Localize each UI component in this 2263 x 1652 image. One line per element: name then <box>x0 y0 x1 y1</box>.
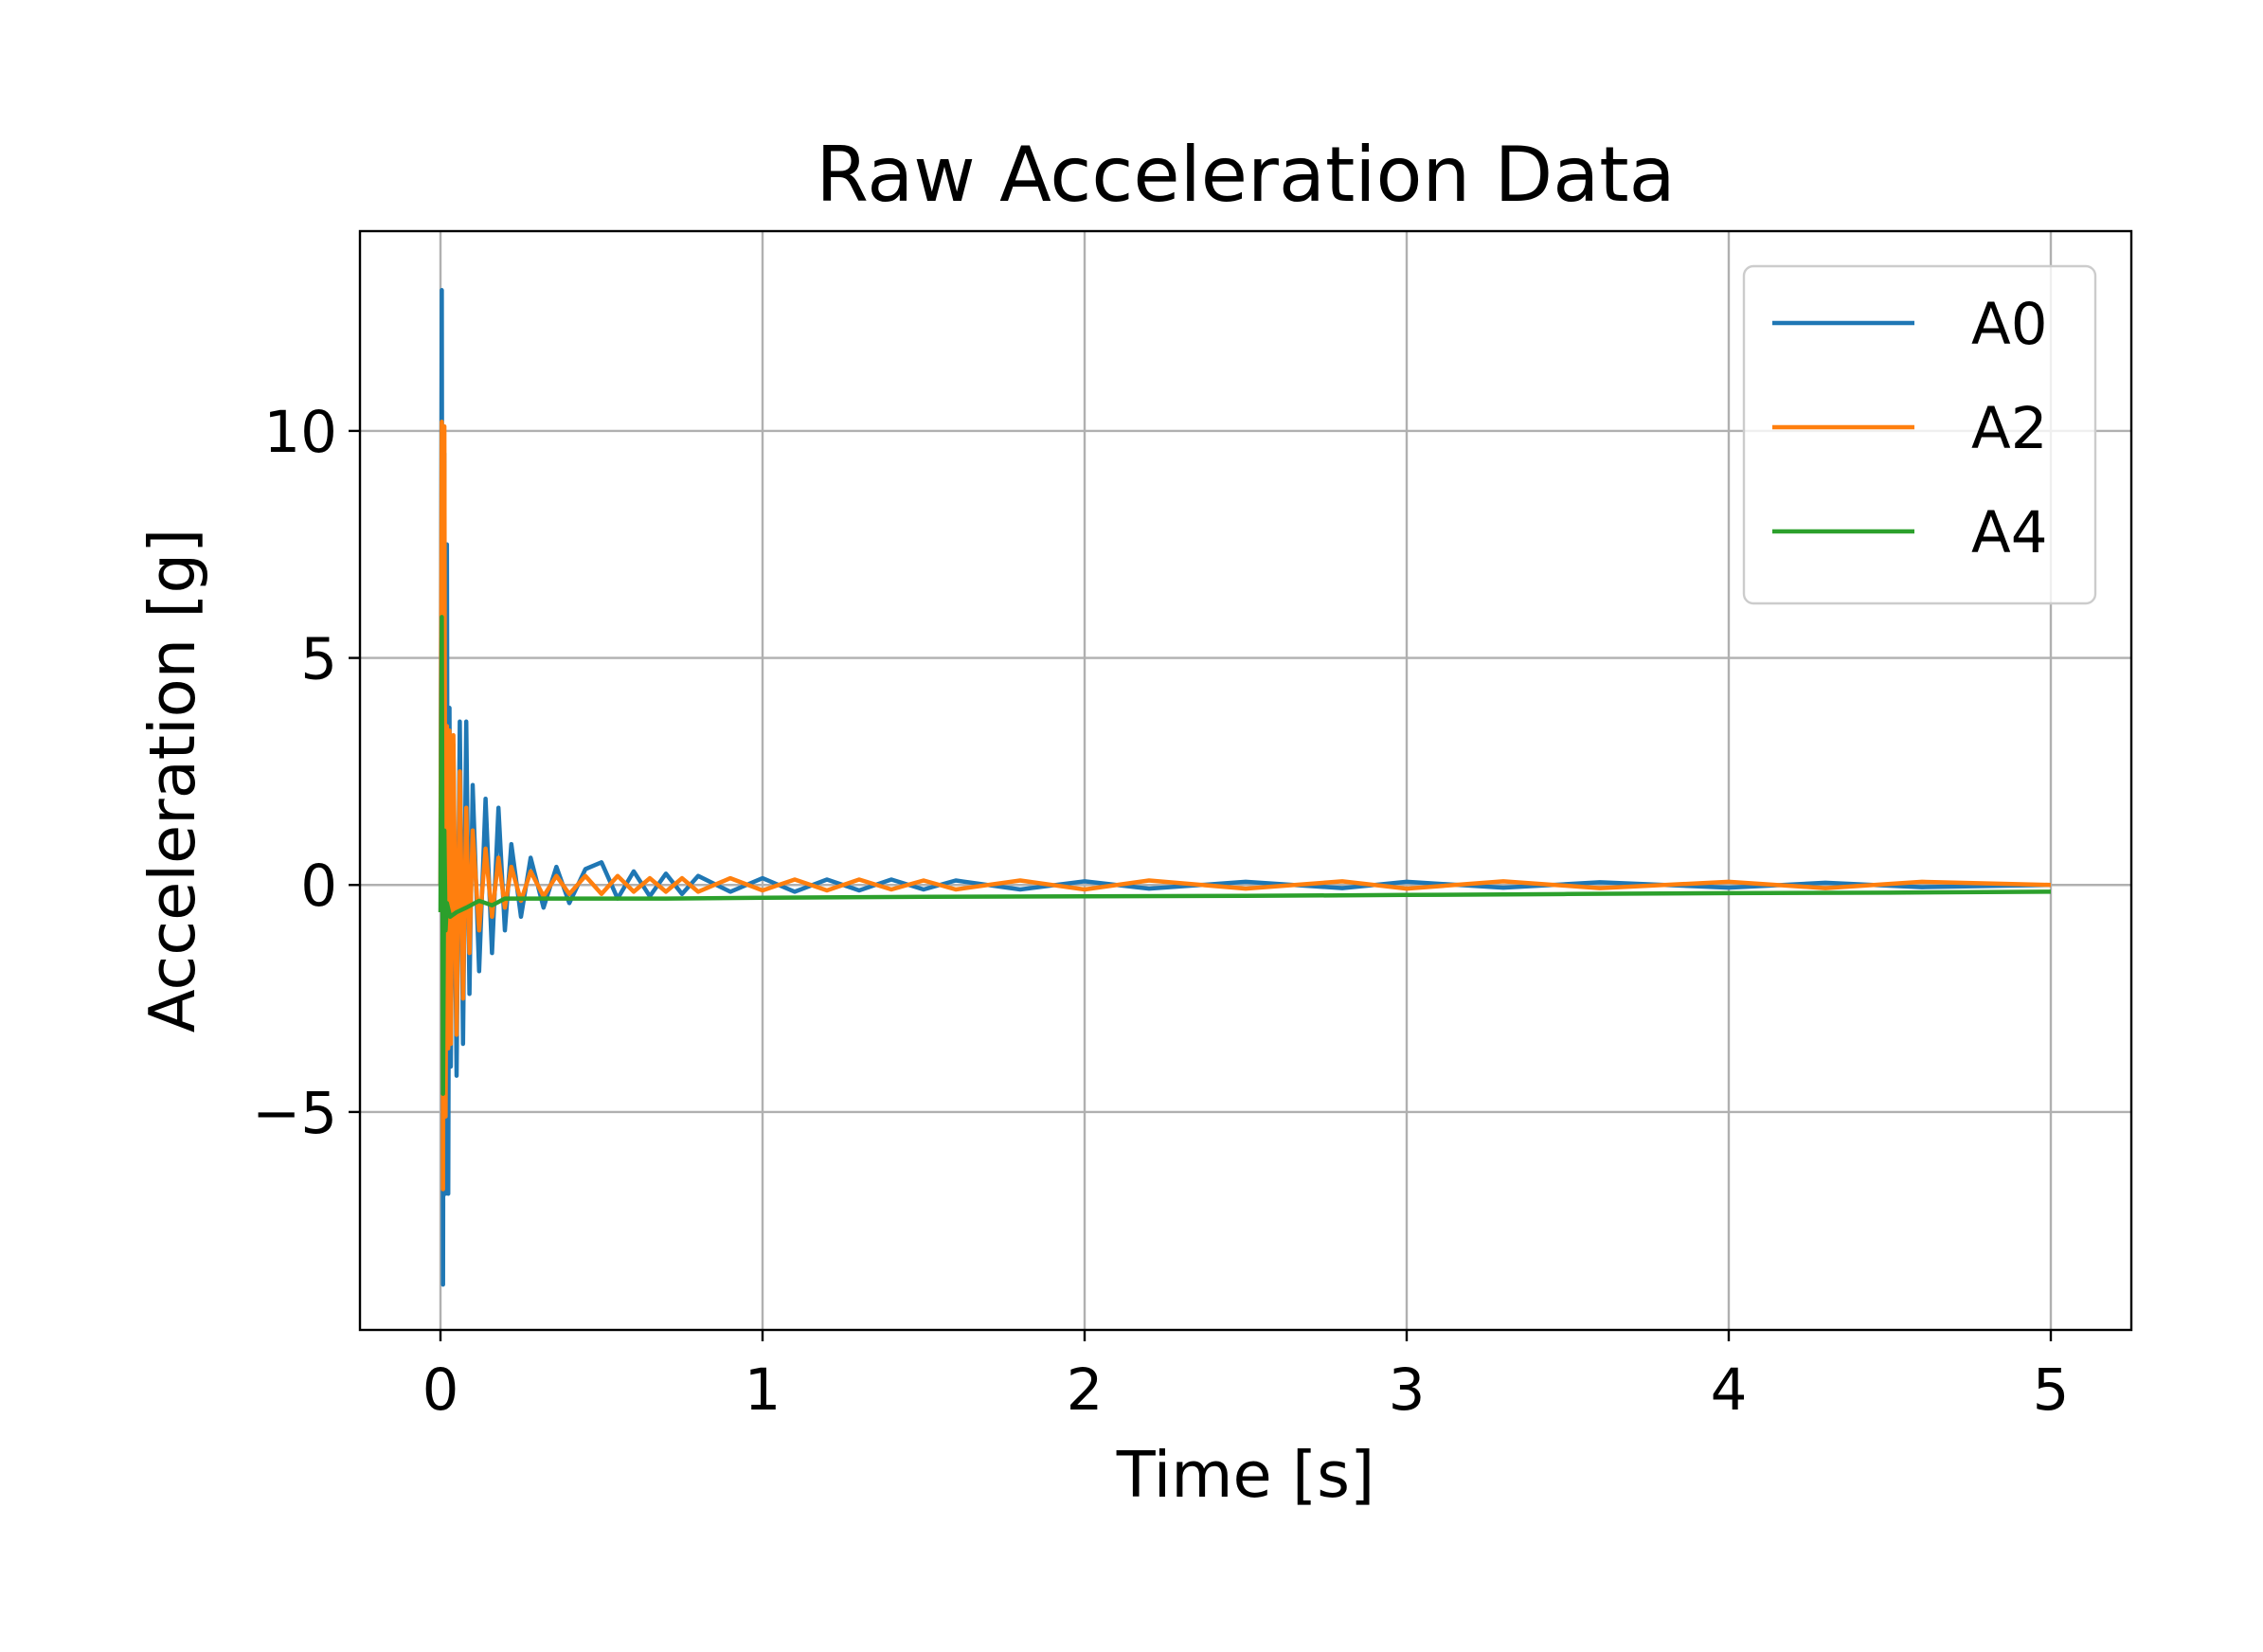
x-tick-label: 1 <box>745 1356 781 1424</box>
legend-label-a2: A2 <box>1971 395 2048 462</box>
y-tick-label: 0 <box>300 853 337 920</box>
x-axis-label: Time [s] <box>1116 1438 1374 1512</box>
chart-title: Raw Acceleration Data <box>816 131 1675 219</box>
series-layer <box>438 288 2052 1287</box>
series-line-a4 <box>438 615 2052 1096</box>
y-tick-label: 10 <box>263 399 337 466</box>
y-tick-label: 5 <box>300 626 337 693</box>
axes-frame <box>358 229 2133 1332</box>
series-line-a2 <box>438 420 2052 1192</box>
x-tick-label: 0 <box>422 1356 459 1424</box>
legend-label-a4: A4 <box>1971 499 2048 566</box>
x-tick-label: 3 <box>1389 1356 1426 1424</box>
x-tick-label: 2 <box>1067 1356 1104 1424</box>
x-tick-label: 4 <box>1711 1356 1748 1424</box>
legend-frame <box>1742 264 2097 605</box>
legend: A0 A2 A4 <box>1742 264 2097 605</box>
legend-label-a0: A0 <box>1971 291 2048 358</box>
x-tick-label: 5 <box>2033 1356 2070 1424</box>
y-axis-label: Acceleration [g] <box>135 529 209 1032</box>
y-tick-label: −5 <box>252 1080 337 1147</box>
tick-layer: 0 1 2 3 4 5 −5 0 5 10 <box>252 399 2069 1424</box>
